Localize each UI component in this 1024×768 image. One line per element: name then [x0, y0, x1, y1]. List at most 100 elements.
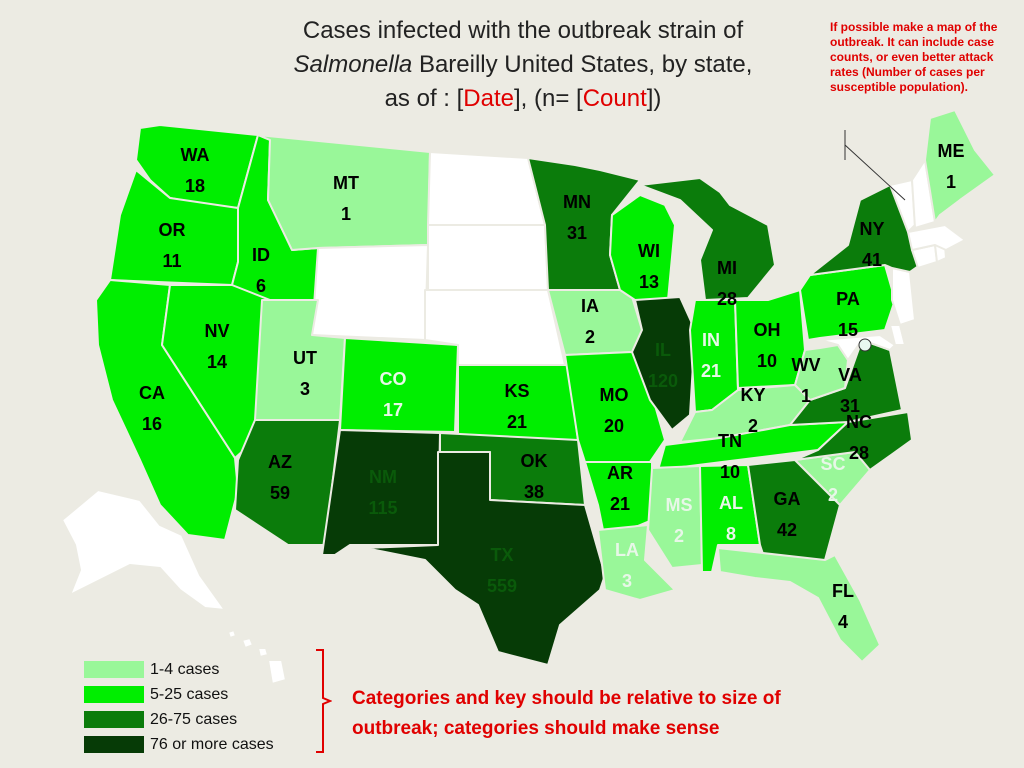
state-abbr: FL [832, 581, 854, 601]
legend-advice-note: Categories and key should be relative to… [352, 688, 781, 739]
state-count: 38 [523, 482, 545, 502]
state-count: 10 [756, 351, 778, 371]
state-abbr: WA [180, 145, 210, 165]
state-count: 21 [609, 494, 631, 514]
state-abbr: MS [665, 495, 693, 515]
title-prefix: as of : [ [384, 85, 464, 112]
state-abbr: OK [520, 451, 548, 471]
dc-marker [858, 338, 872, 352]
state-DE[interactable] [889, 324, 906, 346]
state-count: 3 [621, 571, 632, 591]
state-count: 41 [861, 250, 883, 270]
state-count: 21 [506, 412, 528, 432]
state-abbr: SC [820, 454, 846, 474]
state-abbr: VA [838, 365, 862, 385]
state-MI[interactable] [639, 177, 776, 301]
state-label-az: AZ 59 [268, 447, 292, 509]
state-count: 13 [638, 272, 660, 292]
state-count: 2 [673, 526, 684, 546]
state-label-nm: NM 115 [368, 462, 397, 524]
state-IL[interactable] [631, 296, 696, 431]
state-label-wi: WI 13 [638, 236, 660, 298]
date-placeholder: Date [463, 85, 514, 112]
state-label-ks: KS 21 [504, 376, 529, 438]
state-label-or: OR 11 [159, 215, 186, 277]
state-abbr: PA [836, 289, 860, 309]
state-label-ms: MS 2 [666, 490, 693, 552]
state-abbr: OH [753, 320, 781, 340]
state-MA[interactable] [907, 224, 966, 251]
state-abbr: AL [719, 493, 743, 513]
state-abbr: ID [252, 245, 270, 265]
state-TX[interactable] [364, 451, 606, 666]
state-label-me: ME 1 [938, 136, 965, 198]
state-count: 2 [827, 485, 839, 505]
state-abbr: NM [368, 467, 397, 487]
state-abbr: MO [599, 385, 629, 405]
state-abbr: IN [702, 330, 720, 350]
state-label-co: CO 17 [380, 364, 407, 426]
state-count: 28 [848, 443, 870, 463]
legend-label: 5-25 cases [150, 686, 229, 703]
state-abbr: GA [773, 489, 801, 509]
state-CO[interactable] [339, 337, 459, 433]
state-count: 14 [206, 352, 228, 372]
legend-swatch [84, 711, 144, 728]
state-count: 11 [162, 251, 182, 271]
state-abbr: TN [718, 431, 742, 451]
state-abbr: WI [638, 241, 660, 261]
state-label-il: IL 120 [648, 335, 678, 397]
state-count: 120 [647, 371, 679, 391]
title-suffix: ]) [646, 85, 662, 112]
state-abbr: UT [293, 348, 317, 368]
state-abbr: AR [607, 463, 633, 483]
state-SD[interactable] [427, 224, 549, 291]
state-abbr: AZ [268, 452, 292, 472]
state-count: 8 [725, 524, 736, 544]
legend-label: 1-4 cases [150, 661, 220, 678]
state-count: 1 [800, 386, 811, 406]
state-label-sc: SC 2 [820, 449, 845, 511]
state-label-ia: IA 2 [581, 291, 599, 353]
legend-swatch [84, 686, 144, 703]
state-count: 4 [837, 612, 848, 632]
state-count: 18 [184, 176, 206, 196]
state-count: 16 [141, 414, 163, 434]
state-ND[interactable] [427, 151, 546, 226]
state-abbr: KY [740, 385, 766, 405]
state-abbr: LA [615, 540, 639, 560]
state-abbr: ME [937, 141, 965, 161]
note-pointer [844, 130, 906, 201]
state-label-va: VA 31 [838, 360, 862, 422]
state-WY[interactable] [311, 244, 429, 341]
state-abbr: IL [654, 340, 671, 360]
state-count: 6 [255, 276, 266, 296]
legend-bracket [316, 649, 332, 753]
state-abbr: IA [581, 296, 599, 316]
state-label-nv: NV 14 [204, 316, 229, 378]
state-label-ar: AR 21 [607, 458, 633, 520]
state-label-la: LA 3 [615, 535, 639, 597]
state-ME[interactable] [924, 109, 996, 223]
state-NJ[interactable] [891, 267, 916, 326]
state-label-mt: MT 1 [333, 168, 359, 230]
state-abbr: TX [490, 545, 514, 565]
state-MS[interactable] [647, 465, 703, 569]
state-label-nc: NC 28 [846, 407, 872, 469]
state-HI[interactable] [227, 629, 287, 685]
state-abbr: OR [158, 220, 186, 240]
state-label-ky: KY 2 [740, 380, 765, 442]
state-FL[interactable] [717, 547, 881, 663]
state-count: 21 [700, 361, 722, 381]
state-MD[interactable] [819, 334, 896, 361]
legend-swatch [84, 661, 144, 678]
legend-label: 76 or more cases [150, 736, 274, 753]
state-abbr: NY [859, 219, 885, 239]
title-line-2-rest: Bareilly United States, by state, [412, 51, 753, 78]
state-abbr: MI [717, 258, 737, 278]
state-label-ut: UT 3 [293, 343, 317, 405]
state-AK[interactable] [61, 489, 226, 611]
state-abbr: NV [204, 321, 230, 341]
state-count: 115 [368, 498, 398, 518]
title-line-1: Cases infected with the outbreak strain … [302, 17, 744, 44]
